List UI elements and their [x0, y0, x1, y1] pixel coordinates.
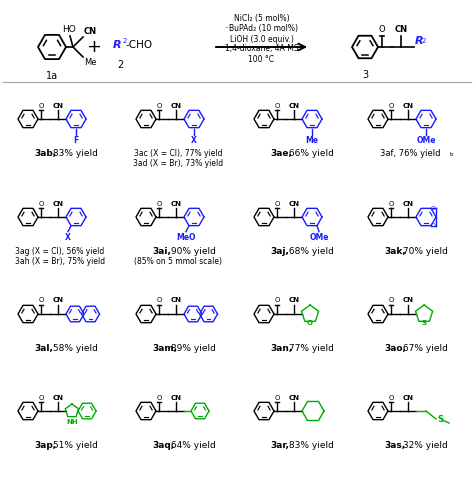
Text: NiCl₂ (5 mol%): NiCl₂ (5 mol%) — [234, 14, 289, 23]
Text: 3: 3 — [362, 70, 368, 80]
Text: 68% yield: 68% yield — [286, 247, 334, 256]
Text: O: O — [388, 200, 394, 206]
Text: MeO: MeO — [176, 233, 196, 242]
Text: Me: Me — [84, 58, 97, 67]
Text: O: O — [430, 223, 436, 228]
Text: CN: CN — [171, 102, 182, 108]
Text: 2: 2 — [123, 38, 128, 44]
Text: CN: CN — [289, 395, 300, 401]
Text: OMe: OMe — [309, 233, 329, 242]
Text: 3ai,: 3ai, — [153, 247, 172, 256]
Text: 64% yield: 64% yield — [168, 441, 216, 450]
Text: O: O — [38, 298, 44, 304]
Text: 2: 2 — [422, 38, 427, 44]
Text: 3ad (X = Br), 73% yield: 3ad (X = Br), 73% yield — [133, 159, 223, 168]
Text: b: b — [449, 152, 453, 157]
Text: CN: CN — [53, 298, 64, 304]
Text: CN: CN — [171, 298, 182, 304]
Text: ⁻BuPAd₂ (10 mol%): ⁻BuPAd₂ (10 mol%) — [225, 24, 298, 33]
Text: R: R — [415, 36, 424, 46]
Text: 77% yield: 77% yield — [286, 344, 334, 353]
Text: 3ac (X = Cl), 77% yield: 3ac (X = Cl), 77% yield — [134, 149, 222, 158]
Text: (85% on 5 mmol scale): (85% on 5 mmol scale) — [134, 257, 222, 266]
Text: 83% yield: 83% yield — [50, 149, 98, 158]
Text: 83% yield: 83% yield — [286, 441, 334, 450]
Text: 66% yield: 66% yield — [286, 149, 334, 158]
Text: LiOH (3.0 equiv.): LiOH (3.0 equiv.) — [229, 34, 293, 44]
Text: O: O — [388, 102, 394, 108]
Text: O: O — [274, 298, 280, 304]
Text: NH: NH — [66, 419, 78, 425]
Text: 3ap,: 3ap, — [35, 441, 57, 450]
Text: HO: HO — [62, 25, 76, 34]
Text: 3ab,: 3ab, — [35, 149, 57, 158]
Text: CN: CN — [289, 298, 300, 304]
Text: 3aq,: 3aq, — [153, 441, 175, 450]
Text: CN: CN — [53, 395, 64, 401]
Text: 90% yield: 90% yield — [168, 247, 216, 256]
Text: O: O — [156, 102, 162, 108]
Text: CN: CN — [53, 200, 64, 206]
Text: 100 °C: 100 °C — [248, 55, 274, 64]
Text: +: + — [86, 38, 101, 56]
Text: CN: CN — [402, 298, 413, 304]
Text: O: O — [430, 206, 436, 211]
Text: 3ak,: 3ak, — [385, 247, 407, 256]
Text: O: O — [38, 200, 44, 206]
Text: O: O — [38, 102, 44, 108]
Text: CN: CN — [171, 395, 182, 401]
Text: 3ae,: 3ae, — [271, 149, 292, 158]
Text: 3ah (X = Br), 75% yield: 3ah (X = Br), 75% yield — [15, 257, 105, 266]
Text: 70% yield: 70% yield — [401, 247, 448, 256]
Text: 3al,: 3al, — [35, 344, 54, 353]
Text: O: O — [38, 395, 44, 401]
Text: S: S — [421, 320, 427, 326]
Text: O: O — [156, 298, 162, 304]
Text: 58% yield: 58% yield — [50, 344, 98, 353]
Text: X: X — [65, 233, 71, 242]
Text: R: R — [113, 40, 121, 50]
Text: 2: 2 — [117, 60, 123, 70]
Text: CN: CN — [289, 102, 300, 108]
Text: CN: CN — [289, 200, 300, 206]
Text: 32% yield: 32% yield — [401, 441, 448, 450]
Text: 67% yield: 67% yield — [401, 344, 448, 353]
Text: 3ao,: 3ao, — [385, 344, 407, 353]
Text: O: O — [388, 395, 394, 401]
Text: Me: Me — [306, 136, 319, 145]
Text: O: O — [388, 298, 394, 304]
Text: CN: CN — [53, 102, 64, 108]
Text: O: O — [274, 200, 280, 206]
Text: CN: CN — [402, 200, 413, 206]
Text: X: X — [191, 136, 197, 145]
Text: 51% yield: 51% yield — [50, 441, 98, 450]
Text: O: O — [156, 200, 162, 206]
Text: F: F — [73, 136, 79, 145]
Text: O: O — [156, 395, 162, 401]
Text: O: O — [274, 395, 280, 401]
Text: 3af, 76% yield: 3af, 76% yield — [380, 149, 440, 158]
Text: 3am,: 3am, — [153, 344, 178, 353]
Text: CN: CN — [171, 200, 182, 206]
Text: -CHO: -CHO — [126, 40, 153, 50]
Text: CN: CN — [402, 395, 413, 401]
Text: 89% yield: 89% yield — [168, 344, 216, 353]
Text: O: O — [379, 25, 385, 34]
Text: 1,4-dioxane, 4A MS: 1,4-dioxane, 4A MS — [225, 45, 298, 54]
Text: O: O — [307, 320, 313, 326]
Text: OMe: OMe — [416, 136, 436, 145]
Text: CN: CN — [402, 102, 413, 108]
Text: 3an,: 3an, — [271, 344, 293, 353]
Text: 1a: 1a — [46, 71, 58, 81]
Text: O: O — [274, 102, 280, 108]
Text: 3aj,: 3aj, — [271, 247, 290, 256]
Text: CN: CN — [84, 27, 97, 36]
Text: CN: CN — [394, 25, 408, 34]
Text: 3as,: 3as, — [385, 441, 406, 450]
Text: S: S — [437, 415, 443, 424]
Text: 3ar,: 3ar, — [271, 441, 290, 450]
Text: 3ag (X = Cl), 56% yield: 3ag (X = Cl), 56% yield — [15, 247, 105, 256]
